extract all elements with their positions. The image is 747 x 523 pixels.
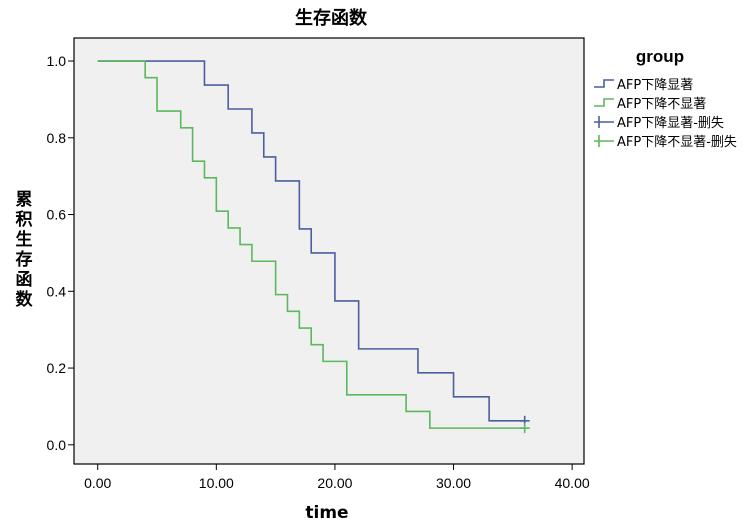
legend-label-3: AFP下降不显著-删失 <box>617 135 737 150</box>
x-tick-label: 10.00 <box>199 475 234 491</box>
legend: group AFP下降显著 AFP下降不显著 AFP下降显著-删失 AFP下降不显著-… <box>594 47 737 150</box>
legend-label-0: AFP下降显著 <box>617 78 693 93</box>
y-tick-label: 0.6 <box>47 207 67 223</box>
x-tick-label: 30.00 <box>436 475 471 491</box>
x-tick-label: 20.00 <box>317 475 352 491</box>
y-tick-label: 1.0 <box>47 53 67 69</box>
y-tick-label: 0.8 <box>47 130 67 146</box>
x-axis-label: time <box>305 503 348 523</box>
legend-swatch-0 <box>594 79 614 88</box>
legend-label-1: AFP下降不显著 <box>617 97 706 112</box>
x-tick-label: 40.00 <box>555 475 590 491</box>
y-tick-label: 0.4 <box>47 283 67 299</box>
x-tick-label: 0.00 <box>84 475 111 491</box>
legend-label-2: AFP下降显著-删失 <box>617 116 724 131</box>
legend-title: group <box>636 47 684 66</box>
y-axis-label-char: 累 <box>16 190 33 210</box>
series-line-1 <box>97 60 525 429</box>
y-axis-label-char: 积 <box>16 210 33 230</box>
y-axis-label-char: 数 <box>16 289 34 310</box>
y-axis-label-char: 存 <box>16 249 33 270</box>
legend-swatch-1 <box>594 98 614 107</box>
series-line-0 <box>97 60 525 422</box>
plot-frame <box>73 37 585 465</box>
y-axis-label-char: 生 <box>16 229 33 250</box>
y-axis-label-char: 函 <box>16 270 33 290</box>
y-tick-label: 0.0 <box>47 437 67 453</box>
y-tick-label: 0.2 <box>47 360 67 376</box>
chart-title: 生存函数 <box>295 7 368 29</box>
